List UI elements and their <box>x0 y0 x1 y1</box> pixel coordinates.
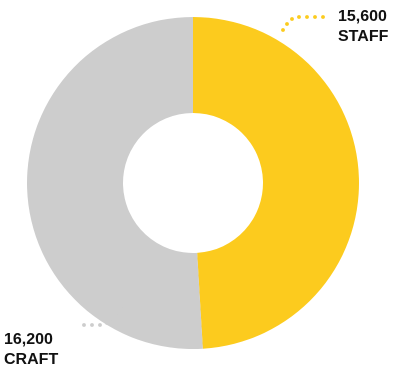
donut-slice-craft <box>27 17 203 349</box>
donut-slice-staff <box>193 17 360 349</box>
donut-slices <box>27 17 360 349</box>
leader-lines <box>82 15 325 327</box>
slice-label-craft: 16,200 CRAFT <box>4 330 58 370</box>
staff-leader-dots <box>281 15 325 32</box>
staff-value-label: 15,600 <box>338 8 387 25</box>
craft-leader-dots <box>82 304 126 327</box>
craft-value-label: 16,200 <box>4 331 53 348</box>
staff-category-label: STAFF <box>338 28 389 45</box>
slice-label-staff: 15,600 STAFF <box>338 7 388 47</box>
craft-category-label: CRAFT <box>4 351 59 368</box>
